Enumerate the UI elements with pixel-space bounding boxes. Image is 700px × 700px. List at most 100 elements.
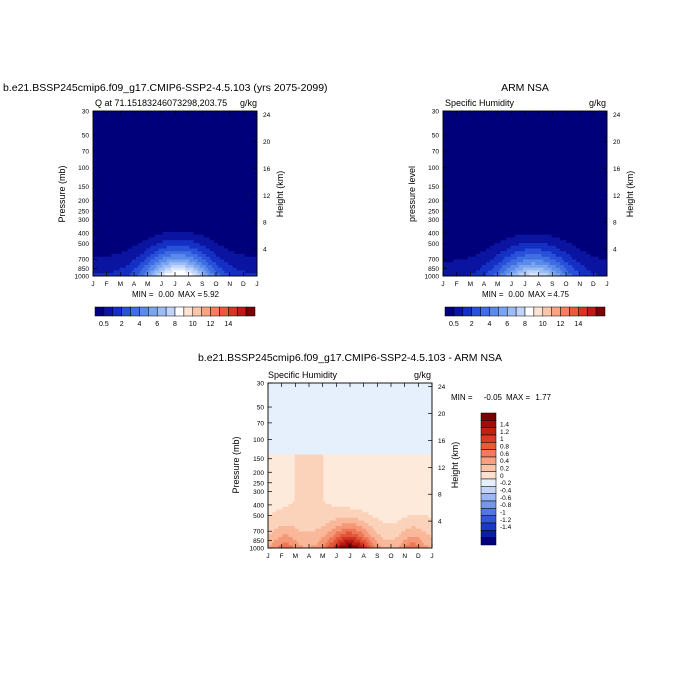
contour-cell [142,138,145,142]
contour-cell [123,111,127,115]
contour-cell [250,141,254,145]
contour-cell [199,149,203,153]
contour-cell [193,130,196,134]
contour-cell [232,138,235,142]
contour-cell [252,113,256,117]
contour-cell [95,157,98,161]
contour-cell [129,130,133,134]
contour-cell [144,141,147,145]
contour-cell [123,155,127,159]
contour-cell [99,155,102,159]
contour-cell [95,122,98,126]
contour-cell [197,130,200,134]
contour-cell [240,133,244,137]
contour-cell [211,127,215,131]
contour-cell [164,138,168,142]
contour-cell [183,124,186,128]
contour-cell [224,146,227,150]
contour-cell [99,149,102,153]
contour-cell [111,130,114,134]
contour-cell [179,113,182,117]
contour-cell [168,155,172,159]
contour-cell [134,111,137,115]
contour-cell [95,133,98,137]
contour-cell [228,141,231,145]
contour-cell [230,141,233,145]
contour-cell [148,127,151,131]
contour-cell [191,124,194,128]
contour-cell [220,141,223,145]
height-tick-label: 4 [263,247,267,254]
contour-cell [136,146,139,150]
contour-cell [103,133,106,137]
contour-cell [140,119,143,123]
contour-cell [113,144,116,148]
contour-cell [127,119,131,123]
pressure-tick-label: 100 [78,165,89,172]
contour-cell [97,149,100,153]
contour-cell [191,152,194,156]
contour-cell [211,133,215,137]
contour-cell [242,113,246,117]
contour-cell [222,113,225,117]
contour-cell [189,127,192,131]
contour-cell [109,122,112,126]
contour-cell [246,155,250,159]
contour-cell [154,141,157,145]
contour-cell [119,149,123,153]
contour-cell [127,130,131,134]
contour-cell [205,152,209,156]
contour-cell [185,155,188,159]
contour-cell [115,130,118,134]
contour-cell [197,113,200,117]
contour-cell [97,152,100,156]
colorbar-swatch [219,306,229,317]
contour-cell [191,141,194,145]
contour-cell [199,111,203,115]
contour-cell [164,135,168,139]
contour-cell [232,130,235,134]
contour-cell [211,138,215,142]
contour-cell [150,127,153,131]
contour-cell [95,152,98,156]
contour-cell [177,133,180,137]
contour-cell [140,141,143,145]
contour-cell [121,135,125,139]
contour-cell [95,155,98,159]
contour-cell [162,124,166,128]
contour-cell [166,138,170,142]
colorbar-swatch [130,306,140,317]
contour-cell [232,135,235,139]
contour-cell [107,130,110,134]
contour-cell [175,116,178,120]
contour-cell [105,116,108,120]
contour-cell [213,146,217,150]
contour-cell [142,113,145,117]
contour-cell [242,119,246,123]
contour-cell [144,146,147,150]
contour-cell [197,133,200,137]
contour-cell [185,152,188,156]
contour-cell [134,130,137,134]
contour-cell [138,149,141,153]
contour-cell [207,119,211,123]
contour-cell [166,122,170,126]
contour-cell [222,133,225,137]
colorbar-swatch [112,306,122,317]
contour-cell [103,113,106,117]
contour-cell [240,122,244,126]
contour-cell [224,138,227,142]
contour-cell [250,113,254,117]
contour-cell [218,138,221,142]
contour-cell [160,149,164,153]
contour-cell [213,141,217,145]
contour-cell [220,149,223,153]
contour-cell [140,152,143,156]
contour-cell [95,127,98,131]
contour-cell [101,138,104,142]
contour-cell [238,141,241,145]
contour-cell [228,119,231,123]
contour-cell [129,124,133,128]
contour-cell [175,122,178,126]
contour-cell [93,152,96,156]
